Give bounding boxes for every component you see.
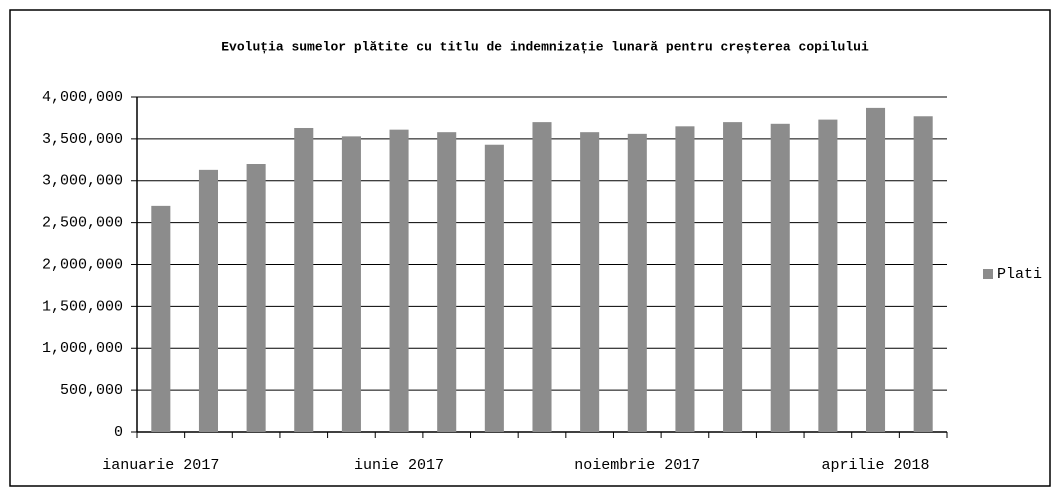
- bar: [866, 107, 886, 432]
- bar: [341, 136, 361, 433]
- bar: [627, 133, 647, 432]
- legend-swatch: [983, 269, 993, 279]
- y-tick-label: 4,000,000: [42, 89, 123, 106]
- x-tick-label: iunie 2017: [354, 457, 444, 474]
- bar: [389, 129, 409, 432]
- x-tick-label: ianuarie 2017: [102, 457, 219, 474]
- bar: [151, 205, 171, 432]
- x-tick-label: aprilie 2018: [822, 457, 930, 474]
- bar: [532, 122, 552, 432]
- bar: [580, 132, 600, 433]
- bar: [484, 144, 504, 433]
- bar: [437, 132, 457, 433]
- y-tick-label: 3,000,000: [42, 173, 123, 190]
- bar: [246, 164, 266, 432]
- legend-label: Plati: [997, 266, 1042, 283]
- y-tick-label: 1,000,000: [42, 340, 123, 357]
- bar: [294, 127, 314, 433]
- y-tick-label: 500,000: [60, 382, 123, 399]
- bar: [770, 123, 790, 433]
- y-tick-label: 0: [114, 424, 123, 441]
- chart-title: Evoluția sumelor plătite cu titlu de ind…: [221, 39, 869, 54]
- bar: [198, 169, 218, 433]
- y-tick-label: 2,500,000: [42, 215, 123, 232]
- bar: [723, 122, 743, 432]
- y-tick-label: 2,000,000: [42, 256, 123, 273]
- bar: [675, 126, 695, 432]
- y-tick-label: 3,500,000: [42, 131, 123, 148]
- bar: [818, 119, 838, 433]
- bar: [913, 116, 933, 432]
- x-tick-label: noiembrie 2017: [574, 457, 700, 474]
- y-tick-label: 1,500,000: [42, 298, 123, 315]
